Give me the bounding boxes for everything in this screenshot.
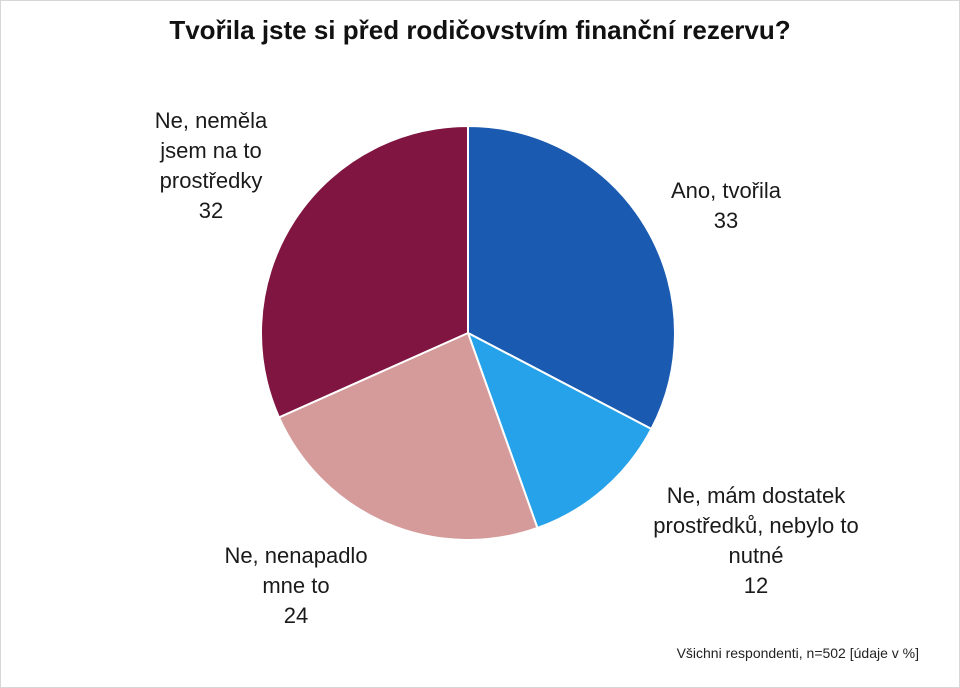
slice-label-line: mne to (262, 573, 330, 598)
slice-value-label: 32 (198, 198, 224, 223)
slice-label-line: prostředky (159, 168, 263, 193)
slice-label-line: Ne, nenapadlo (224, 543, 368, 568)
slice-label-line: Ne, mám dostatek (666, 483, 846, 508)
slice-label-line: prostředků, nebylo to (653, 513, 859, 538)
slice-label-line: Ne, neměla (154, 108, 268, 133)
pie-slice-0 (467, 124, 676, 431)
slice-label-dostatek: Ne, mám dostatek prostředků, nebylo to n… (616, 481, 896, 601)
slice-label-line: Ano, tvořila (670, 178, 782, 203)
slice-label-line: nutné (728, 543, 784, 568)
chart-title: Tvořila jste si před rodičovstvím finanč… (169, 15, 791, 45)
footnote: Všichni respondenti, n=502 [údaje v %] (676, 645, 919, 661)
slice-label-nemela: Ne, neměla jsem na to prostředky 32 (111, 106, 311, 226)
pie-slice-2 (277, 331, 539, 541)
slice-label-ano: Ano, tvořila 33 (616, 176, 836, 236)
slice-label-line: jsem na to (160, 138, 262, 163)
slice-value-label: 33 (713, 208, 739, 233)
slice-label-nenapadlo: Ne, nenapadlo mne to 24 (181, 541, 411, 631)
pie-slice-1 (466, 330, 653, 530)
pie-slice-3 (260, 124, 469, 419)
slice-value-label: 24 (283, 603, 309, 628)
slice-value-label: 12 (743, 573, 769, 598)
